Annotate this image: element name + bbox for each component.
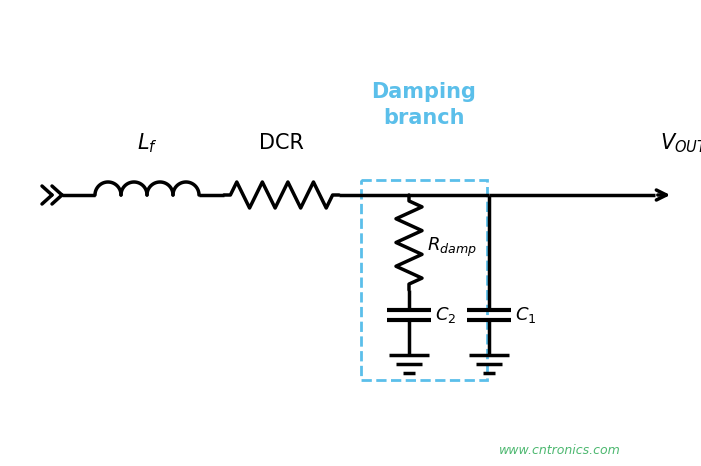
Text: www.cntronics.com: www.cntronics.com xyxy=(499,444,621,457)
Text: $V_{OUT}$: $V_{OUT}$ xyxy=(660,131,701,155)
Text: Damping
branch: Damping branch xyxy=(372,82,477,128)
Text: DCR: DCR xyxy=(259,133,304,153)
Bar xyxy=(361,180,487,380)
Text: $C_1$: $C_1$ xyxy=(515,305,536,325)
Text: $C_2$: $C_2$ xyxy=(435,305,456,325)
Text: $L_f$: $L_f$ xyxy=(137,131,157,155)
Text: $R_{damp}$: $R_{damp}$ xyxy=(427,236,477,259)
